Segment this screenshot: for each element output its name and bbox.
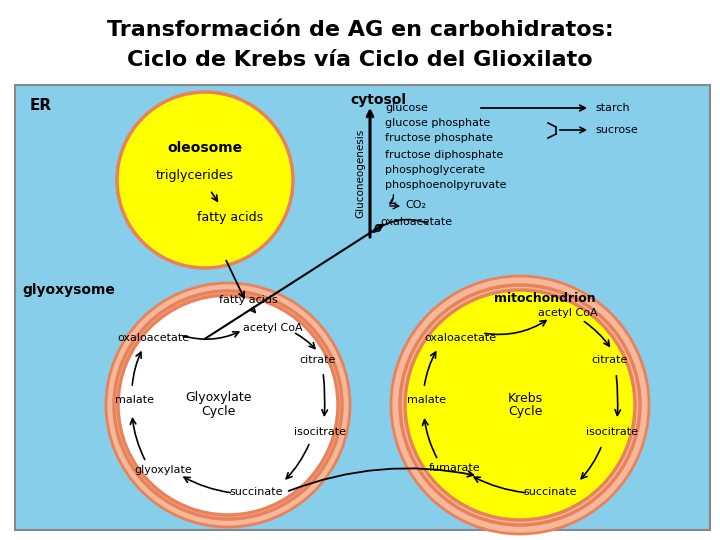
Circle shape [117, 92, 293, 268]
Text: phosphoglycerate: phosphoglycerate [385, 165, 485, 175]
Text: fructose diphosphate: fructose diphosphate [385, 150, 503, 160]
Text: succinate: succinate [229, 487, 283, 497]
Text: fumarate: fumarate [429, 463, 481, 473]
Text: phosphoenolpyruvate: phosphoenolpyruvate [385, 180, 506, 190]
Text: glucose: glucose [385, 103, 428, 113]
Text: isocitrate: isocitrate [294, 427, 346, 437]
Bar [15, 85, 710, 530]
Text: ER: ER [30, 98, 52, 112]
Text: malate: malate [408, 395, 446, 405]
Text: oxaloacetate: oxaloacetate [117, 333, 189, 343]
Text: mitochondrion: mitochondrion [494, 292, 596, 305]
Text: glyoxysome: glyoxysome [22, 283, 115, 297]
Text: isocitrate: isocitrate [586, 427, 638, 437]
Circle shape [405, 290, 635, 520]
Text: citrate: citrate [300, 355, 336, 365]
Circle shape [391, 276, 649, 534]
Text: oleosome: oleosome [168, 141, 243, 155]
Circle shape [118, 295, 338, 515]
Text: sucrose: sucrose [595, 125, 638, 135]
Text: Krebs: Krebs [508, 392, 543, 404]
Circle shape [114, 291, 342, 519]
Text: oxaloacetate: oxaloacetate [380, 217, 452, 227]
Text: acetyl CoA: acetyl CoA [538, 308, 598, 318]
Text: Transformación de AG en carbohidratos:: Transformación de AG en carbohidratos: [107, 20, 613, 40]
Text: Cycle: Cycle [508, 406, 542, 419]
Text: triglycerides: triglycerides [156, 168, 234, 181]
Text: Ciclo de Krebs vía Ciclo del Glioxilato: Ciclo de Krebs vía Ciclo del Glioxilato [127, 50, 593, 70]
Text: fructose phosphate: fructose phosphate [385, 133, 493, 143]
Text: malate: malate [115, 395, 155, 405]
Text: fatty acids: fatty acids [219, 295, 277, 305]
Text: glucose phosphate: glucose phosphate [385, 118, 490, 128]
Text: cytosol: cytosol [350, 93, 406, 107]
Text: fatty acids: fatty acids [197, 212, 263, 225]
Text: Glyoxylate: Glyoxylate [185, 392, 251, 404]
Text: Cycle: Cycle [201, 406, 235, 419]
Circle shape [400, 285, 640, 525]
Text: glyoxylate: glyoxylate [134, 465, 192, 475]
Text: CO₂: CO₂ [405, 200, 426, 210]
Text: oxaloacetate: oxaloacetate [424, 333, 496, 343]
Circle shape [106, 283, 350, 527]
Text: citrate: citrate [592, 355, 628, 365]
Text: acetyl CoA: acetyl CoA [243, 323, 303, 333]
Text: succinate: succinate [523, 487, 577, 497]
Text: starch: starch [595, 103, 629, 113]
Text: Gluconeogenesis: Gluconeogenesis [355, 129, 365, 218]
